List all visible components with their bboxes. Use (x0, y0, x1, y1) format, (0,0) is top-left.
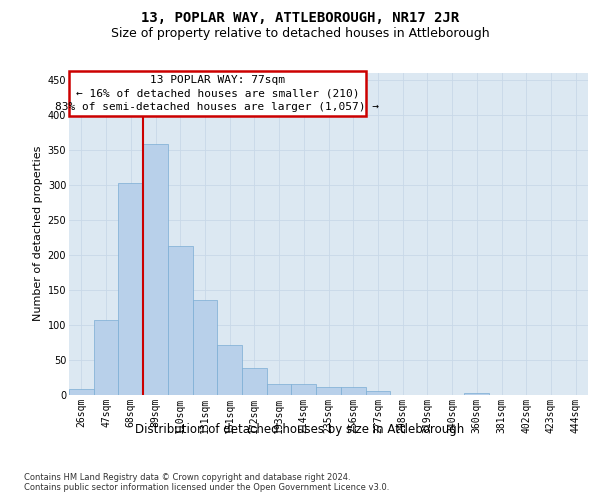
Text: Contains HM Land Registry data © Crown copyright and database right 2024.
Contai: Contains HM Land Registry data © Crown c… (24, 472, 389, 492)
Text: Distribution of detached houses by size in Attleborough: Distribution of detached houses by size … (136, 422, 464, 436)
Y-axis label: Number of detached properties: Number of detached properties (34, 146, 43, 322)
Bar (193, 300, 217, 395)
Bar (341, 388, 365, 395)
Bar (118, 184, 143, 395)
Bar (242, 368, 267, 395)
FancyBboxPatch shape (69, 71, 365, 116)
Bar (143, 144, 168, 395)
Text: 13, POPLAR WAY, ATTLEBOROUGH, NR17 2JR: 13, POPLAR WAY, ATTLEBOROUGH, NR17 2JR (141, 11, 459, 25)
Bar (292, 384, 316, 395)
Bar (267, 384, 292, 395)
Bar (217, 344, 242, 395)
Bar (94, 320, 118, 395)
Text: Size of property relative to detached houses in Attleborough: Size of property relative to detached ho… (110, 28, 490, 40)
Bar (168, 246, 193, 395)
Bar (365, 391, 390, 395)
Text: 13 POPLAR WAY: 77sqm
← 16% of detached houses are smaller (210)
83% of semi-deta: 13 POPLAR WAY: 77sqm ← 16% of detached h… (55, 76, 379, 112)
Bar (316, 388, 341, 395)
Bar (69, 390, 94, 395)
Bar (464, 393, 489, 395)
